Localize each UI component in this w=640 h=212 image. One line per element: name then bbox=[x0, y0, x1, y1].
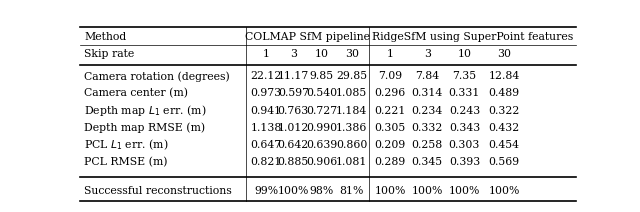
Text: 9.85: 9.85 bbox=[310, 71, 333, 81]
Text: 0.305: 0.305 bbox=[374, 123, 406, 133]
Text: 0.432: 0.432 bbox=[488, 123, 520, 133]
Text: Successful reconstructions: Successful reconstructions bbox=[84, 186, 232, 196]
Text: 100%: 100% bbox=[412, 186, 443, 196]
Text: 1.085: 1.085 bbox=[336, 88, 367, 98]
Text: 0.821: 0.821 bbox=[250, 157, 282, 167]
Text: 0.314: 0.314 bbox=[412, 88, 443, 98]
Text: 0.221: 0.221 bbox=[374, 106, 406, 116]
Text: 0.454: 0.454 bbox=[488, 140, 520, 150]
Text: 0.489: 0.489 bbox=[488, 88, 520, 98]
Text: 0.243: 0.243 bbox=[449, 106, 480, 116]
Text: PCL RMSE (m): PCL RMSE (m) bbox=[84, 157, 168, 167]
Text: 7.09: 7.09 bbox=[378, 71, 402, 81]
Text: Camera center (m): Camera center (m) bbox=[84, 88, 188, 99]
Text: 0.322: 0.322 bbox=[488, 106, 520, 116]
Text: 0.540: 0.540 bbox=[306, 88, 337, 98]
Text: 11.17: 11.17 bbox=[278, 71, 309, 81]
Text: 0.569: 0.569 bbox=[488, 157, 520, 167]
Text: 0.727: 0.727 bbox=[306, 106, 337, 116]
Text: PCL $L_1$ err. (m): PCL $L_1$ err. (m) bbox=[84, 138, 168, 152]
Text: 0.647: 0.647 bbox=[250, 140, 282, 150]
Text: 1.081: 1.081 bbox=[336, 157, 367, 167]
Text: 0.860: 0.860 bbox=[336, 140, 367, 150]
Text: 1.386: 1.386 bbox=[336, 123, 367, 133]
Text: 0.639: 0.639 bbox=[306, 140, 337, 150]
Text: RidgeSfM using SuperPoint features: RidgeSfM using SuperPoint features bbox=[372, 32, 573, 42]
Text: Depth map RMSE (m): Depth map RMSE (m) bbox=[84, 122, 205, 133]
Text: COLMAP SfM pipeline: COLMAP SfM pipeline bbox=[245, 32, 370, 42]
Text: Camera rotation (degrees): Camera rotation (degrees) bbox=[84, 71, 230, 82]
Text: 100%: 100% bbox=[488, 186, 520, 196]
Text: 1: 1 bbox=[262, 49, 269, 59]
Text: 98%: 98% bbox=[309, 186, 333, 196]
Text: 0.906: 0.906 bbox=[306, 157, 337, 167]
Text: 1.184: 1.184 bbox=[336, 106, 367, 116]
Text: 3: 3 bbox=[290, 49, 297, 59]
Text: 12.84: 12.84 bbox=[488, 71, 520, 81]
Text: 7.84: 7.84 bbox=[415, 71, 439, 81]
Text: 22.12: 22.12 bbox=[250, 71, 282, 81]
Text: 1: 1 bbox=[387, 49, 394, 59]
Text: 0.296: 0.296 bbox=[374, 88, 406, 98]
Text: 30: 30 bbox=[497, 49, 511, 59]
Text: 0.345: 0.345 bbox=[412, 157, 443, 167]
Text: Method: Method bbox=[84, 32, 126, 42]
Text: 0.303: 0.303 bbox=[449, 140, 480, 150]
Text: 0.289: 0.289 bbox=[374, 157, 406, 167]
Text: 29.85: 29.85 bbox=[336, 71, 367, 81]
Text: 0.973: 0.973 bbox=[250, 88, 282, 98]
Text: 100%: 100% bbox=[278, 186, 309, 196]
Text: 0.331: 0.331 bbox=[449, 88, 480, 98]
Text: 10: 10 bbox=[458, 49, 472, 59]
Text: 0.393: 0.393 bbox=[449, 157, 480, 167]
Text: 99%: 99% bbox=[254, 186, 278, 196]
Text: 0.941: 0.941 bbox=[250, 106, 282, 116]
Text: 100%: 100% bbox=[374, 186, 406, 196]
Text: 10: 10 bbox=[314, 49, 328, 59]
Text: 100%: 100% bbox=[449, 186, 480, 196]
Text: 30: 30 bbox=[345, 49, 359, 59]
Text: 81%: 81% bbox=[340, 186, 364, 196]
Text: 3: 3 bbox=[424, 49, 431, 59]
Text: 0.209: 0.209 bbox=[374, 140, 406, 150]
Text: 0.763: 0.763 bbox=[278, 106, 309, 116]
Text: Skip rate: Skip rate bbox=[84, 49, 134, 59]
Text: 7.35: 7.35 bbox=[452, 71, 476, 81]
Text: 0.332: 0.332 bbox=[412, 123, 443, 133]
Text: Depth map $L_1$ err. (m): Depth map $L_1$ err. (m) bbox=[84, 103, 207, 118]
Text: 0.990: 0.990 bbox=[306, 123, 337, 133]
Text: 1.012: 1.012 bbox=[278, 123, 309, 133]
Text: 1.138: 1.138 bbox=[250, 123, 282, 133]
Text: 0.343: 0.343 bbox=[449, 123, 480, 133]
Text: 0.885: 0.885 bbox=[278, 157, 309, 167]
Text: 0.642: 0.642 bbox=[278, 140, 309, 150]
Text: 0.234: 0.234 bbox=[412, 106, 443, 116]
Text: 0.597: 0.597 bbox=[278, 88, 308, 98]
Text: 0.258: 0.258 bbox=[412, 140, 443, 150]
